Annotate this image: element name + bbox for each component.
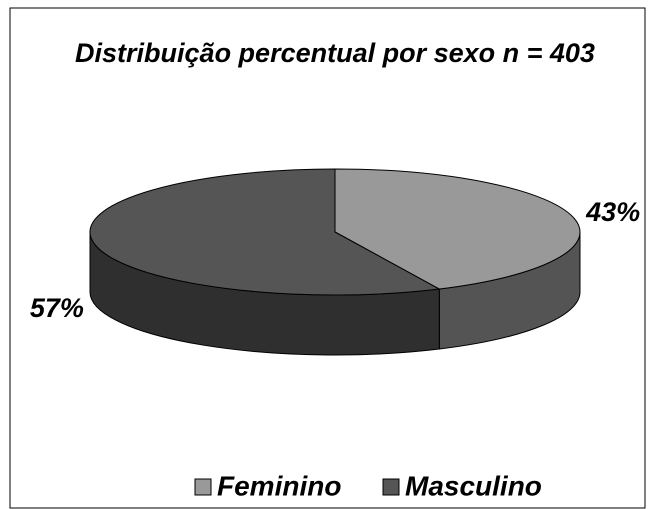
legend-label: Masculino: [405, 470, 542, 501]
slice: [89, 168, 441, 296]
legend-swatch: [194, 478, 212, 496]
chart-title: Distribuição percentual por sexo n = 403: [75, 38, 595, 68]
legend-label: Feminino: [217, 470, 341, 501]
slice: [334, 168, 581, 290]
data-label: 43%: [585, 197, 640, 227]
data-label: 57%: [30, 293, 84, 323]
legend-swatch: [382, 478, 400, 496]
